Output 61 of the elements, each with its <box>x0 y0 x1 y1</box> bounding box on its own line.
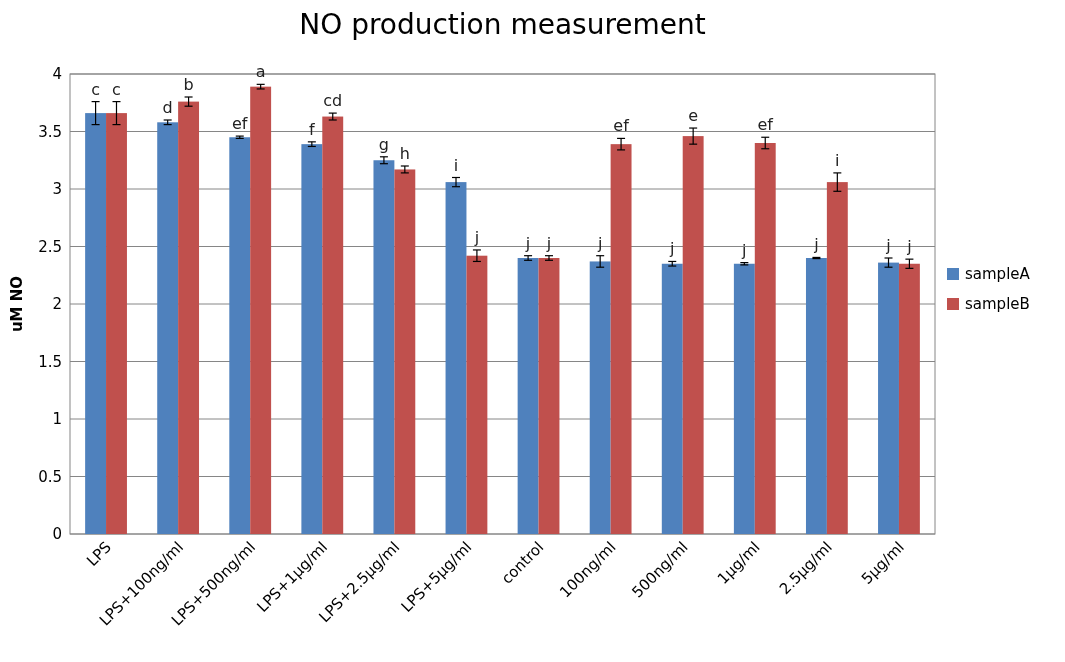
data-label: g <box>378 134 389 154</box>
bar <box>157 122 179 534</box>
data-label: j <box>545 233 552 253</box>
data-label: e <box>688 106 699 126</box>
bar <box>178 101 200 534</box>
bar <box>610 144 632 534</box>
data-label: i <box>835 150 840 170</box>
data-label: j <box>473 227 480 247</box>
y-tick-label: 2 <box>52 295 62 314</box>
data-label: j <box>741 240 747 260</box>
bar <box>805 258 827 534</box>
bar <box>373 160 395 534</box>
chart-title: NO production measurement <box>299 8 706 41</box>
bar <box>106 113 127 534</box>
data-label: j <box>669 239 675 259</box>
y-tick-label: 2.5 <box>38 237 62 256</box>
y-tick-label: 1 <box>52 410 62 429</box>
bar <box>394 169 416 534</box>
data-label: c <box>91 79 100 99</box>
data-label: cd <box>323 91 343 111</box>
data-label: j <box>885 236 891 255</box>
bar <box>466 255 488 534</box>
data-label: ef <box>757 115 774 135</box>
data-label: c <box>112 79 121 99</box>
bar <box>445 182 467 534</box>
y-tick-label: 0.5 <box>38 467 62 486</box>
bar <box>250 86 272 534</box>
y-tick-label: 0 <box>52 525 62 544</box>
data-label: ef <box>613 116 630 136</box>
data-label: h <box>399 144 410 163</box>
legend-label: sampleA <box>965 265 1031 284</box>
data-label: d <box>162 98 173 117</box>
data-label: j <box>524 233 531 253</box>
bar <box>826 182 848 534</box>
bar <box>878 262 899 534</box>
data-label: a <box>255 62 266 82</box>
y-tick-label: 4 <box>52 65 62 84</box>
bar <box>301 144 323 534</box>
bar <box>589 261 611 534</box>
data-label: ef <box>232 114 248 134</box>
bar <box>229 137 251 534</box>
data-label: j <box>906 237 912 257</box>
data-label: i <box>453 155 459 175</box>
bar <box>898 263 920 534</box>
data-label: j <box>813 235 819 255</box>
bar <box>517 258 539 534</box>
data-label: b <box>183 75 194 94</box>
bar <box>85 113 107 534</box>
bar <box>661 263 683 534</box>
bar <box>733 263 755 534</box>
bar <box>538 258 560 534</box>
bar <box>754 143 776 534</box>
bar <box>322 116 344 534</box>
y-tick-label: 3 <box>52 180 62 199</box>
data-label: f <box>309 119 316 139</box>
legend-label: sampleB <box>965 295 1030 314</box>
data-label: j <box>596 233 603 253</box>
y-axis-title: uM NO <box>8 275 26 333</box>
y-tick-label: 3.5 <box>38 122 62 141</box>
y-tick-label: 1.5 <box>38 352 62 371</box>
bar <box>682 136 704 534</box>
